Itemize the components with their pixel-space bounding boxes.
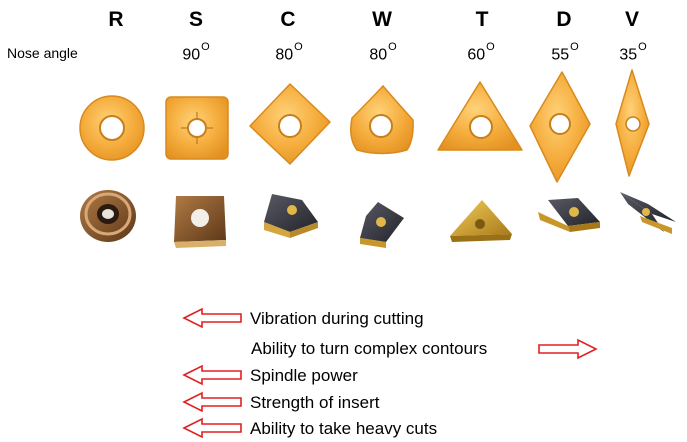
shape-r-round <box>79 95 145 161</box>
insert-code-r: R <box>108 8 124 31</box>
shape-v-rhombus-35 <box>615 69 650 177</box>
shape-w-trigon <box>350 84 414 155</box>
legend-strength: Strength of insert <box>250 393 380 412</box>
shape-s-square <box>165 96 229 160</box>
photo-insert-s <box>174 196 226 248</box>
insert-code-d: D <box>556 8 572 31</box>
legend-heavy-cuts: Ability to take heavy cuts <box>250 419 438 438</box>
photo-insert-r <box>80 190 136 242</box>
nose-angle-s: 90O <box>182 41 210 64</box>
arrow-left-heavy-cuts <box>182 417 242 439</box>
legend-complex-contours: Ability to turn complex contours <box>251 339 488 358</box>
photo-insert-v <box>620 192 676 234</box>
nose-angle-label: Nose angle <box>7 45 78 61</box>
shape-t-triangle <box>437 81 523 151</box>
insert-code-t: T <box>475 8 489 31</box>
nose-angle-w: 80O <box>369 41 397 64</box>
nose-angle-d: 55O <box>551 41 579 64</box>
photo-insert-c <box>264 194 318 238</box>
shape-c-rhombus-80 <box>249 83 331 165</box>
insert-code-v: V <box>624 8 639 31</box>
arrow-left-vibration <box>182 307 242 329</box>
arrow-left-spindle-power <box>182 364 242 386</box>
arrow-right-contours <box>538 338 598 360</box>
nose-angle-c: 80O <box>275 41 303 64</box>
nose-angle-t: 60O <box>467 41 495 64</box>
photo-insert-t <box>450 200 512 242</box>
nose-angle-v: 35O <box>619 41 647 64</box>
photo-insert-d <box>538 198 600 232</box>
legend-vibration: Vibration during cutting <box>250 309 424 328</box>
insert-code-s: S <box>188 8 203 31</box>
insert-code-c: C <box>280 8 296 31</box>
photo-insert-w <box>360 202 404 248</box>
legend-spindle-power: Spindle power <box>250 366 358 385</box>
shape-d-rhombus-55 <box>529 71 591 183</box>
insert-code-w: W <box>372 8 392 31</box>
arrow-left-strength <box>182 391 242 413</box>
